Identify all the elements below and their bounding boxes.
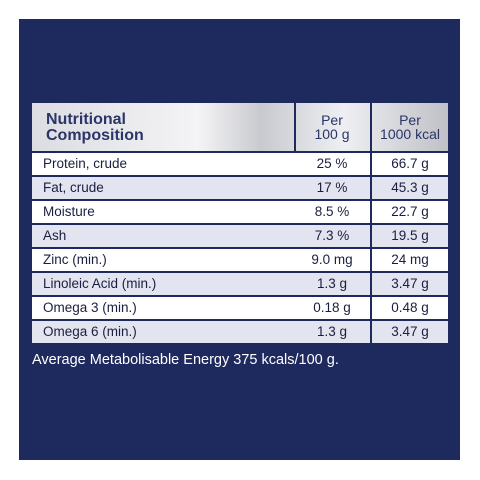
row-value-per-1000kcal: 66.7 g <box>372 153 448 175</box>
row-value-per-1000kcal: 3.47 g <box>372 273 448 295</box>
row-label: Linoleic Acid (min.) <box>32 273 294 295</box>
row-value-per-1000kcal: 0.48 g <box>372 297 448 319</box>
row-value-per-1000kcal: 45.3 g <box>372 177 448 199</box>
row-label: Omega 3 (min.) <box>32 297 294 319</box>
row-label: Zinc (min.) <box>32 249 294 271</box>
header-col1-line2: 100 g <box>314 126 350 142</box>
row-value-per-100g: 7.3 % <box>294 225 370 247</box>
row-value-per-1000kcal: 19.5 g <box>372 225 448 247</box>
header-title-line2: Composition <box>46 127 144 144</box>
table-header: Nutritional Composition Per 100 g Per 10… <box>32 103 448 151</box>
row-value-per-100g: 25 % <box>294 153 370 175</box>
row-label: Protein, crude <box>32 153 294 175</box>
header-col2-line1: Per <box>399 112 421 128</box>
table-row: Fat, crude 17 % 45.3 g <box>32 177 448 199</box>
table-row: Zinc (min.) 9.0 mg 24 mg <box>32 249 448 271</box>
row-label: Moisture <box>32 201 294 223</box>
header-divider <box>294 103 296 151</box>
table-row: Protein, crude 25 % 66.7 g <box>32 153 448 175</box>
row-value-per-100g: 1.3 g <box>294 321 370 343</box>
row-value-per-1000kcal: 3.47 g <box>372 321 448 343</box>
header-col2-line2: 1000 kcal <box>380 126 440 142</box>
row-value-per-1000kcal: 22.7 g <box>372 201 448 223</box>
header-per-100g: Per 100 g <box>294 103 370 151</box>
table-body: Protein, crude 25 % 66.7 g Fat, crude 17… <box>32 153 448 345</box>
row-value-per-1000kcal: 24 mg <box>372 249 448 271</box>
row-value-per-100g: 8.5 % <box>294 201 370 223</box>
header-per-1000kcal: Per 1000 kcal <box>372 103 448 151</box>
table-row: Omega 6 (min.) 1.3 g 3.47 g <box>32 321 448 343</box>
table-row: Moisture 8.5 % 22.7 g <box>32 201 448 223</box>
row-label: Fat, crude <box>32 177 294 199</box>
row-value-per-100g: 0.18 g <box>294 297 370 319</box>
row-value-per-100g: 17 % <box>294 177 370 199</box>
row-value-per-100g: 9.0 mg <box>294 249 370 271</box>
header-divider <box>370 103 372 151</box>
header-nutritional-composition: Nutritional Composition <box>32 103 294 151</box>
row-value-per-100g: 1.3 g <box>294 273 370 295</box>
row-label: Omega 6 (min.) <box>32 321 294 343</box>
header-col1-line1: Per <box>321 112 343 128</box>
table-row: Omega 3 (min.) 0.18 g 0.48 g <box>32 297 448 319</box>
energy-footnote: Average Metabolisable Energy 375 kcals/1… <box>32 352 339 368</box>
row-label: Ash <box>32 225 294 247</box>
table-row: Linoleic Acid (min.) 1.3 g 3.47 g <box>32 273 448 295</box>
table-row: Ash 7.3 % 19.5 g <box>32 225 448 247</box>
header-title-line1: Nutritional <box>46 111 126 128</box>
